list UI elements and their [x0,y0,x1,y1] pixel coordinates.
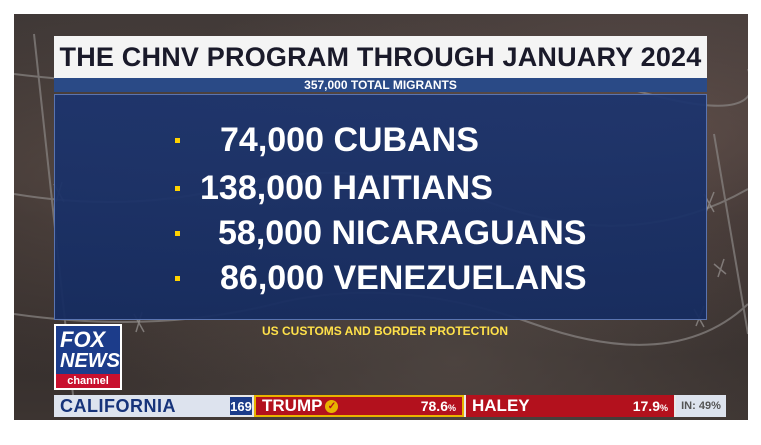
headline-title: THE CHNV PROGRAM THROUGH JANUARY 2024 [59,41,702,72]
list-item: 74,000 CUBANS [55,117,708,163]
candidate-percentage: 17.9% [632,398,668,414]
logo-channel-text: channel [56,374,120,388]
reporting-percentage: IN: 49% [676,395,726,417]
logo-fox-text: FOX [60,327,106,352]
list-item-text: 58,000 NICARAGUANS [218,214,587,252]
election-ticker: CALIFORNIA 169 TRUMP ✓ 78.6% HALEY 17.9%… [54,395,726,417]
bullet-icon [175,138,180,143]
list-item-text: 138,000 HAITIANS [200,169,493,207]
candidate-haley: HALEY 17.9% [466,395,674,417]
ticker-state: CALIFORNIA [54,395,230,417]
list-item-text: 86,000 VENEZUELANS [220,259,587,297]
migrant-list-panel: 74,000 CUBANS 138,000 HAITIANS 58,000 NI… [54,94,707,320]
list-item: 86,000 VENEZUELANS [55,255,708,301]
subheadline-bar: 357,000 TOTAL MIGRANTS [54,78,707,92]
list-item: 138,000 HAITIANS [55,165,708,211]
logo-news-text: NEWS [60,350,120,372]
state-name: CALIFORNIA [60,395,176,416]
bullet-icon [175,186,180,191]
reporting-label: IN: [681,400,696,412]
source-credit: US CUSTOMS AND BORDER PROTECTION [250,322,520,340]
bullet-icon [175,276,180,281]
fox-news-logo: FOX NEWS channel [54,324,122,390]
candidate-name: TRUMP [262,396,323,415]
checkmark-icon: ✓ [325,399,339,413]
source-text: US CUSTOMS AND BORDER PROTECTION [261,324,508,338]
headline-subtitle: 357,000 TOTAL MIGRANTS [304,78,457,92]
headline-bar: THE CHNV PROGRAM THROUGH JANUARY 2024 [54,36,707,80]
list-item: 58,000 NICARAGUANS [55,210,708,256]
candidate-percentage: 78.6% [420,398,456,414]
list-item-text: 74,000 CUBANS [220,121,479,159]
delegate-count-badge: 169 [230,397,252,415]
candidate-trump: TRUMP ✓ 78.6% [254,395,464,417]
bullet-icon [175,231,180,236]
reporting-value: 49% [698,400,721,412]
candidate-name: HALEY [472,396,530,415]
broadcast-frame: THE CHNV PROGRAM THROUGH JANUARY 2024 35… [14,14,748,420]
